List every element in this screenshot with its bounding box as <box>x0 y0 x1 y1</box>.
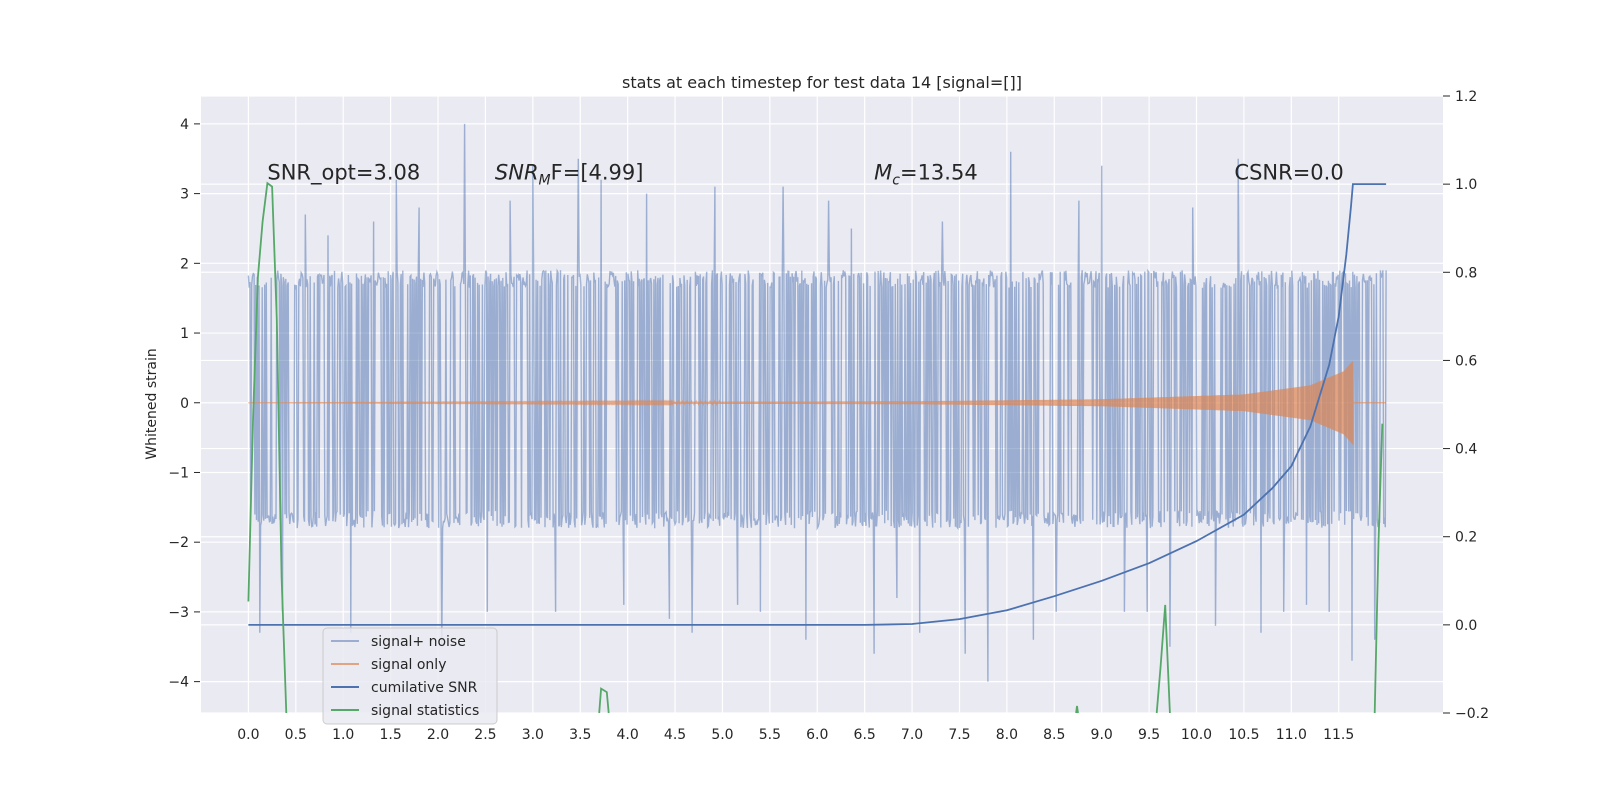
x-tick-label: 9.0 <box>1091 727 1113 743</box>
y2-tick-label: 0.8 <box>1455 265 1477 281</box>
legend-label: signal only <box>371 657 446 673</box>
x-tick-label: 6.5 <box>854 727 876 743</box>
ticks: 0.0 0.5 1.0 1.5 2.0 2.5 3.0 3.5 4.0 4.5 5.0 5.5 6.0 6… <box>168 89 1489 743</box>
y-tick-label: −1 <box>168 465 189 481</box>
annotation-text: Mc=13.54 <box>874 161 978 189</box>
legend: signal+ noise signal only cumilative SNR si… <box>322 627 498 725</box>
y-axis-label: Whitened strain <box>144 348 160 459</box>
series-layer <box>247 123 1387 714</box>
x-tick-label: 9.5 <box>1138 727 1160 743</box>
x-tick-label: 8.0 <box>996 727 1018 743</box>
y-tick-label: −3 <box>168 605 189 621</box>
x-tick-label: 11.5 <box>1323 727 1354 743</box>
x-tick-label: 2.0 <box>427 727 449 743</box>
series-signal-statistics <box>1373 423 1384 714</box>
annotation-text: SNR_opt=3.08 <box>267 161 420 186</box>
y-tick-label: 0 <box>180 396 189 412</box>
x-tick-label: 2.5 <box>474 727 496 743</box>
y-tick-label: 4 <box>180 117 189 133</box>
y-tick-label: −4 <box>168 675 189 691</box>
x-tick-label: 3.5 <box>569 727 591 743</box>
y2-tick-label: 0.2 <box>1455 530 1477 546</box>
series-signal-noise <box>247 123 1387 682</box>
y-tick-label: 1 <box>180 326 189 342</box>
legend-label: signal+ noise <box>371 634 466 650</box>
x-tick-label: 7.5 <box>948 727 970 743</box>
legend-box <box>322 627 498 725</box>
y2-tick-label: 1.2 <box>1455 89 1477 105</box>
x-tick-label: 6.0 <box>806 727 828 743</box>
x-tick-label: 1.5 <box>379 727 401 743</box>
series-signal-statistics <box>247 181 288 714</box>
y-tick-label: −2 <box>168 535 189 551</box>
annotations: SNR_opt=3.08 SNRMF=[4.99] Mc=13.54 CSNR=0.0 <box>267 161 1343 189</box>
series-signal-statistics <box>1155 604 1171 714</box>
annotation-text: SNRMF=[4.99] <box>495 161 644 189</box>
x-tick-label: 1.0 <box>332 727 354 743</box>
x-tick-label: 8.5 <box>1043 727 1065 743</box>
series-signal-only <box>248 361 1354 445</box>
x-tick-label: 4.0 <box>617 727 639 743</box>
x-tick-label: 11.0 <box>1276 727 1307 743</box>
x-tick-label: 10.0 <box>1181 727 1212 743</box>
y2-tick-label: 0.0 <box>1455 618 1477 634</box>
y2-tick-label: 0.6 <box>1455 353 1477 369</box>
series-cumulative-snr <box>248 183 1387 626</box>
y-tick-label: 2 <box>180 256 189 272</box>
x-tick-label: 7.0 <box>901 727 923 743</box>
x-tick-label: 3.0 <box>522 727 544 743</box>
x-tick-label: 5.5 <box>759 727 781 743</box>
x-tick-label: 4.5 <box>664 727 686 743</box>
chart-title: stats at each timestep for test data 14 … <box>622 73 1022 92</box>
series-signal-statistics <box>598 687 610 714</box>
y2-tick-label: 1.0 <box>1455 177 1477 193</box>
y2-tick-label: −0.2 <box>1455 706 1489 722</box>
annotation-text: CSNR=0.0 <box>1234 161 1343 185</box>
legend-label: cumilative SNR <box>371 680 478 696</box>
x-tick-label: 0.0 <box>237 727 259 743</box>
series-signal-statistics <box>1075 705 1079 714</box>
x-tick-label: 10.5 <box>1228 727 1259 743</box>
x-tick-label: 5.0 <box>711 727 733 743</box>
y2-tick-label: 0.4 <box>1455 442 1477 458</box>
legend-label: signal statistics <box>371 703 479 719</box>
y-tick-label: 3 <box>180 187 189 203</box>
x-tick-label: 0.5 <box>285 727 307 743</box>
